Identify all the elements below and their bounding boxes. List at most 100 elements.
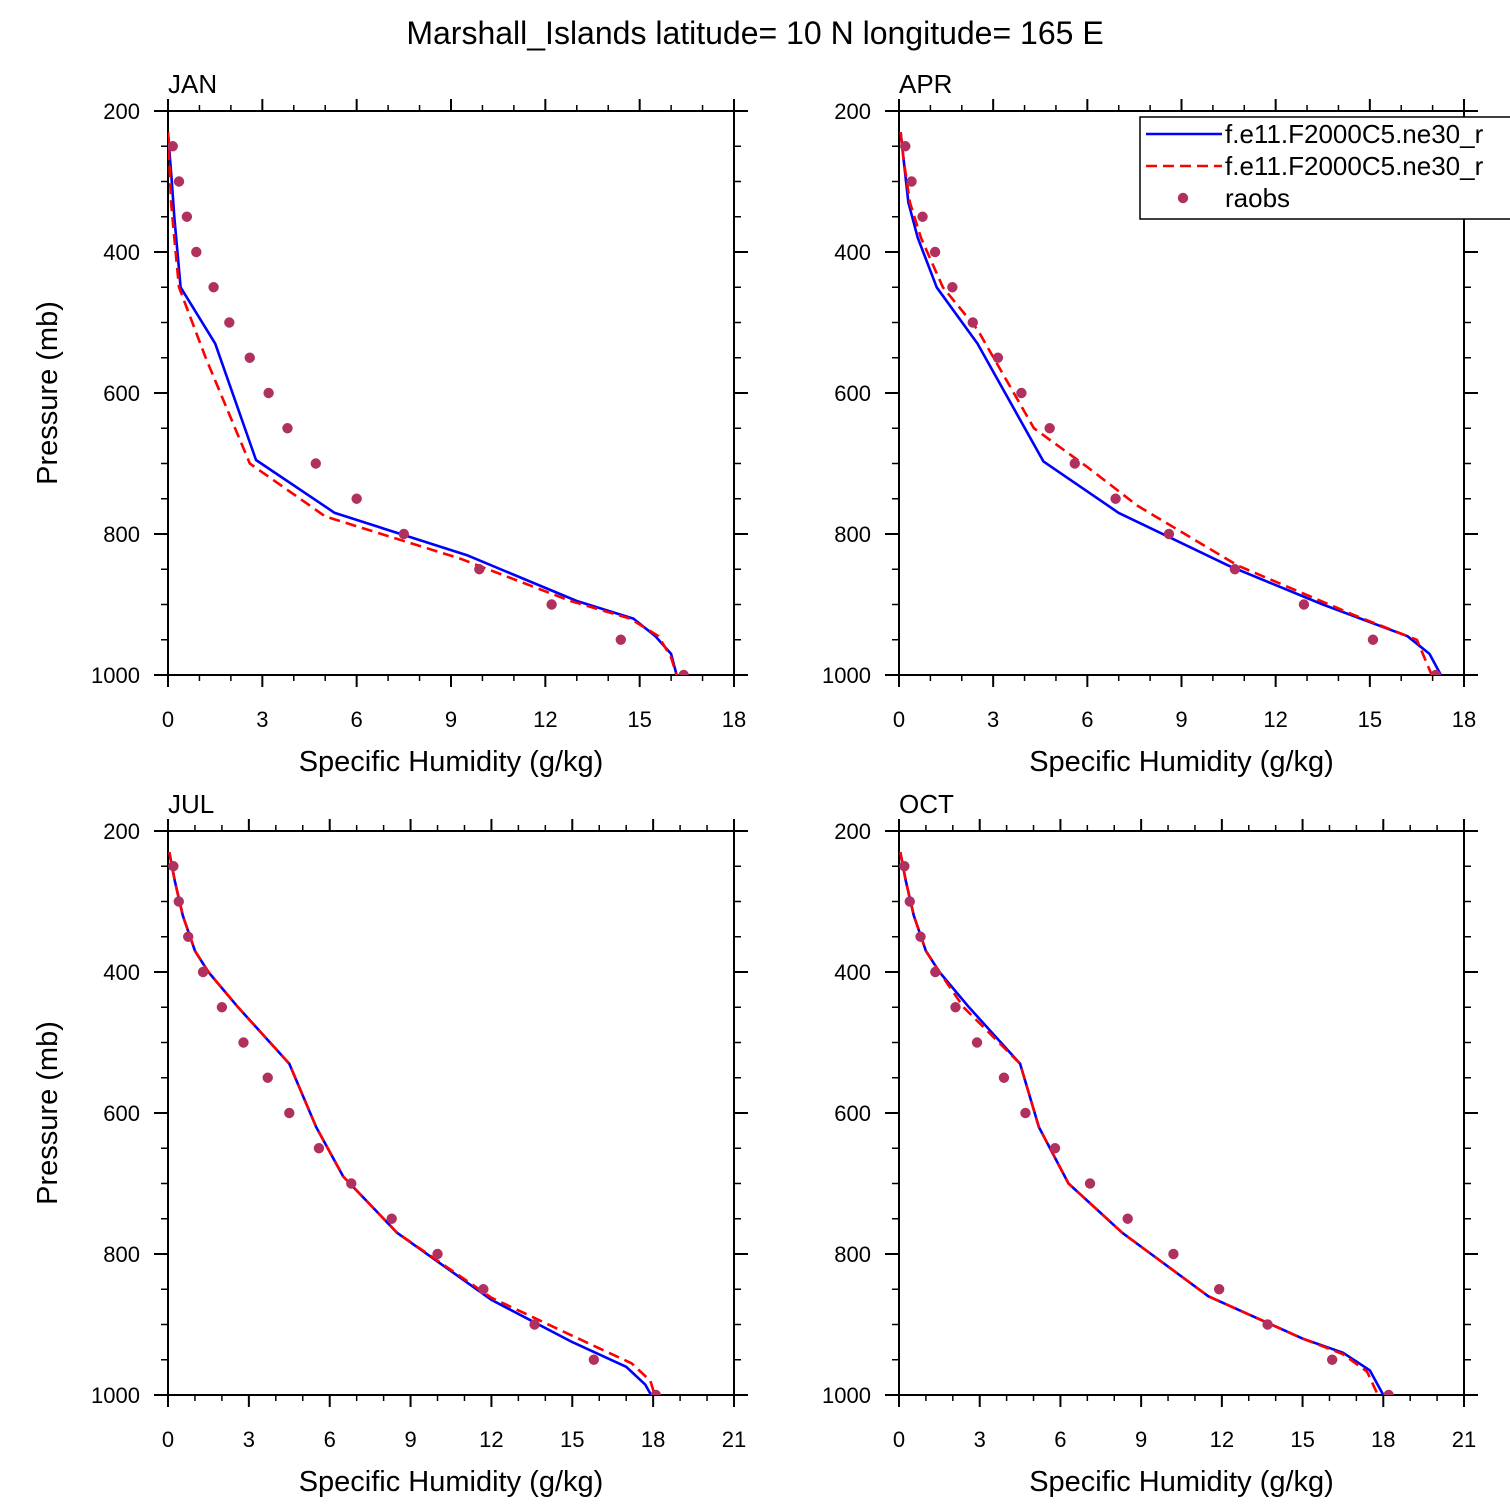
legend: f.e11.F2000C5.ne30_rf.e11.F2000C5.ne30_r… xyxy=(1139,116,1510,220)
raobs-point xyxy=(478,1284,489,1295)
raobs-point xyxy=(191,246,202,258)
y-tick-label: 200 xyxy=(834,99,871,124)
y-tick-label: 1000 xyxy=(91,663,140,688)
raobs-point xyxy=(208,282,219,293)
raobs-point xyxy=(1367,634,1379,645)
raobs-point xyxy=(971,1037,983,1048)
raobs-point xyxy=(900,141,911,152)
raobs-point xyxy=(904,896,915,907)
raobs-point xyxy=(173,176,185,187)
raobs-point xyxy=(263,387,274,399)
x-axis-label: Specific Humidity (g/kg) xyxy=(1029,746,1334,778)
legend-marker xyxy=(1177,192,1189,204)
raobs-point xyxy=(615,634,626,645)
raobs-point xyxy=(474,564,485,575)
y-tick-label: 1000 xyxy=(91,1383,140,1408)
panel-jan: 0 3 6 9 12 15 18 200 400 600 800 1000 JAN Specific Hu… xyxy=(32,69,748,778)
x-tick-label: 6 xyxy=(1054,1427,1066,1452)
raobs-point xyxy=(1044,423,1055,434)
x-tick-label: 9 xyxy=(445,707,457,732)
x-tick-label: 3 xyxy=(243,1427,255,1452)
model-solid-line xyxy=(899,132,1443,675)
x-tick-label: 6 xyxy=(1081,707,1093,732)
y-axis-label: Pressure (mb) xyxy=(32,1021,64,1205)
raobs-point xyxy=(216,1002,228,1013)
model-solid-line xyxy=(168,132,679,675)
x-tick-label: 15 xyxy=(560,1427,584,1452)
raobs-point xyxy=(1168,1248,1179,1260)
raobs-point xyxy=(529,1319,540,1330)
raobs-point xyxy=(284,1107,295,1119)
raobs-point xyxy=(998,1072,1010,1083)
x-tick-label: 21 xyxy=(722,1427,746,1452)
raobs-point xyxy=(1229,564,1241,575)
plot-data xyxy=(168,851,662,1395)
y-tick-label: 600 xyxy=(103,1101,140,1126)
model-dashed-line xyxy=(899,132,1434,675)
y-tick-label: 200 xyxy=(834,819,871,844)
panel-oct: 0 3 6 9 12 15 18 21 200 400 600 800 1000 OCT Specific … xyxy=(822,789,1478,1498)
raobs-point xyxy=(1383,1389,1394,1395)
x-tick-label: 18 xyxy=(1452,707,1476,732)
x-tick-label: 0 xyxy=(162,1427,174,1452)
raobs-point xyxy=(238,1037,249,1048)
y-tick-label: 600 xyxy=(834,1101,871,1126)
y-tick-label: 400 xyxy=(834,960,871,985)
x-tick-label: 3 xyxy=(974,1427,986,1452)
raobs-point xyxy=(244,352,255,363)
x-tick-label: 3 xyxy=(987,707,999,732)
y-tick-label: 800 xyxy=(103,1242,140,1267)
raobs-point xyxy=(1110,493,1121,504)
raobs-point xyxy=(929,246,941,258)
x-axis-label: Specific Humidity (g/kg) xyxy=(299,746,604,778)
y-tick-label: 800 xyxy=(834,1242,871,1267)
y-tick-label: 200 xyxy=(103,819,140,844)
plot-data xyxy=(168,132,689,675)
raobs-point xyxy=(1122,1213,1133,1224)
x-tick-label: 0 xyxy=(162,707,174,732)
x-tick-label: 18 xyxy=(1371,1427,1395,1452)
y-tick-label: 600 xyxy=(834,381,871,406)
x-tick-label: 9 xyxy=(1135,1427,1147,1452)
x-tick-label: 6 xyxy=(324,1427,336,1452)
raobs-point xyxy=(351,493,362,504)
raobs-point xyxy=(1084,1178,1096,1189)
model-dashed-line xyxy=(899,851,1380,1395)
x-tick-label: 18 xyxy=(641,1427,665,1452)
model-dashed-line xyxy=(168,132,678,675)
raobs-point xyxy=(313,1143,325,1154)
raobs-point xyxy=(1016,387,1027,399)
raobs-point xyxy=(262,1072,273,1083)
x-axis-label: Specific Humidity (g/kg) xyxy=(1029,1466,1334,1498)
raobs-point xyxy=(224,317,235,328)
plot-frame xyxy=(898,830,1465,1396)
x-tick-label: 15 xyxy=(627,707,651,732)
raobs-point xyxy=(1163,528,1175,540)
x-tick-label: 0 xyxy=(893,1427,905,1452)
model-solid-line xyxy=(168,851,653,1395)
panel-label: OCT xyxy=(899,789,954,819)
raobs-point xyxy=(386,1213,397,1224)
raobs-point xyxy=(183,931,194,942)
raobs-point xyxy=(1262,1319,1273,1330)
model-solid-line xyxy=(899,851,1385,1395)
y-tick-label: 200 xyxy=(103,99,140,124)
panel-label: APR xyxy=(899,69,952,99)
y-tick-label: 600 xyxy=(103,381,140,406)
plot-frame xyxy=(167,830,735,1396)
raobs-point xyxy=(181,211,193,222)
raobs-point xyxy=(310,458,321,469)
x-tick-label: 12 xyxy=(479,1427,503,1452)
raobs-point xyxy=(1298,599,1310,610)
x-tick-label: 18 xyxy=(722,707,746,732)
raobs-point xyxy=(915,931,926,942)
panel-jul: 0 3 6 9 12 15 18 21 200 400 600 800 1000 JUL Specific … xyxy=(32,789,748,1498)
raobs-point xyxy=(650,1389,662,1395)
raobs-point xyxy=(432,1248,443,1260)
x-tick-label: 12 xyxy=(1263,707,1287,732)
x-tick-label: 15 xyxy=(1358,707,1382,732)
x-tick-label: 12 xyxy=(533,707,557,732)
raobs-point xyxy=(967,317,978,328)
raobs-point xyxy=(546,599,557,610)
